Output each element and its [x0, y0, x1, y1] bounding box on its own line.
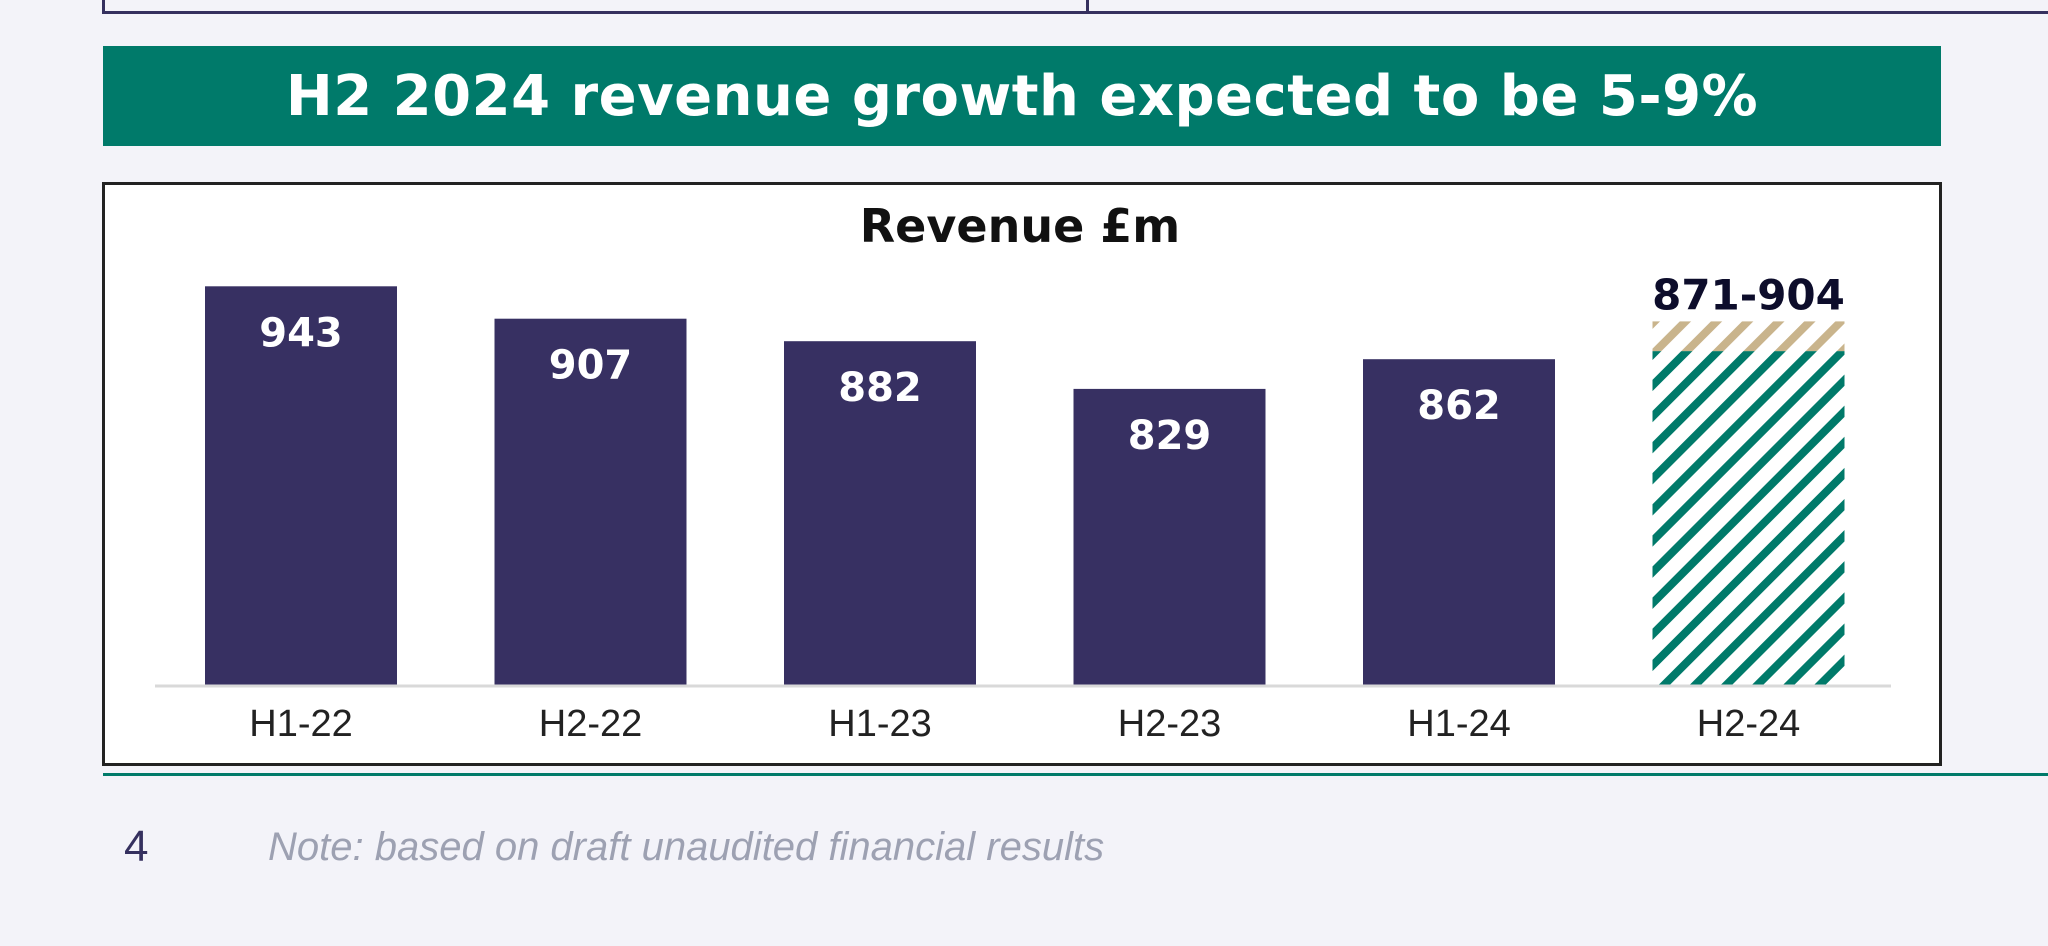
data-label-h1-23: 882 [838, 365, 922, 411]
revenue-chart-svg: Revenue £m 943 H1-22 907 H2-22 882 H1-23 829 H2… [155, 199, 1891, 745]
top-table-divider [1086, 0, 1089, 11]
footer-rule [103, 773, 2048, 776]
data-label-h1-22: 943 [259, 310, 343, 356]
page-number: 4 [124, 822, 149, 871]
bar-h1-22 [205, 286, 397, 685]
x-tick-label-h2-24: H2-24 [1697, 703, 1801, 745]
x-tick-label-h2-22: H2-22 [539, 703, 643, 745]
footnote: Note: based on draft unaudited financial… [268, 825, 1105, 869]
top-table-border [102, 0, 2048, 14]
data-label-h2-24: 871-904 [1652, 270, 1845, 319]
bar-forecast-low [1652, 351, 1845, 685]
bar-h1-23 [784, 341, 976, 685]
banner-title: H2 2024 revenue growth expected to be 5-… [103, 46, 1941, 146]
bar-h2-23 [1073, 388, 1266, 685]
bar-forecast-range [1652, 321, 1845, 352]
bar-h2-22 [494, 318, 687, 685]
bar-h1-24 [1363, 359, 1555, 685]
data-label-h2-22: 907 [549, 343, 633, 389]
x-tick-label-h2-23: H2-23 [1118, 703, 1222, 745]
revenue-chart: Revenue £m 943 H1-22 907 H2-22 882 H1-23 829 H2… [102, 182, 1942, 766]
data-label-h1-24: 862 [1417, 383, 1501, 429]
x-tick-label-h1-24: H1-24 [1407, 703, 1511, 745]
x-tick-label-h1-22: H1-22 [249, 703, 353, 745]
x-tick-label-h1-23: H1-23 [828, 703, 932, 745]
chart-title: Revenue £m [860, 199, 1180, 253]
data-label-h2-23: 829 [1128, 413, 1212, 459]
